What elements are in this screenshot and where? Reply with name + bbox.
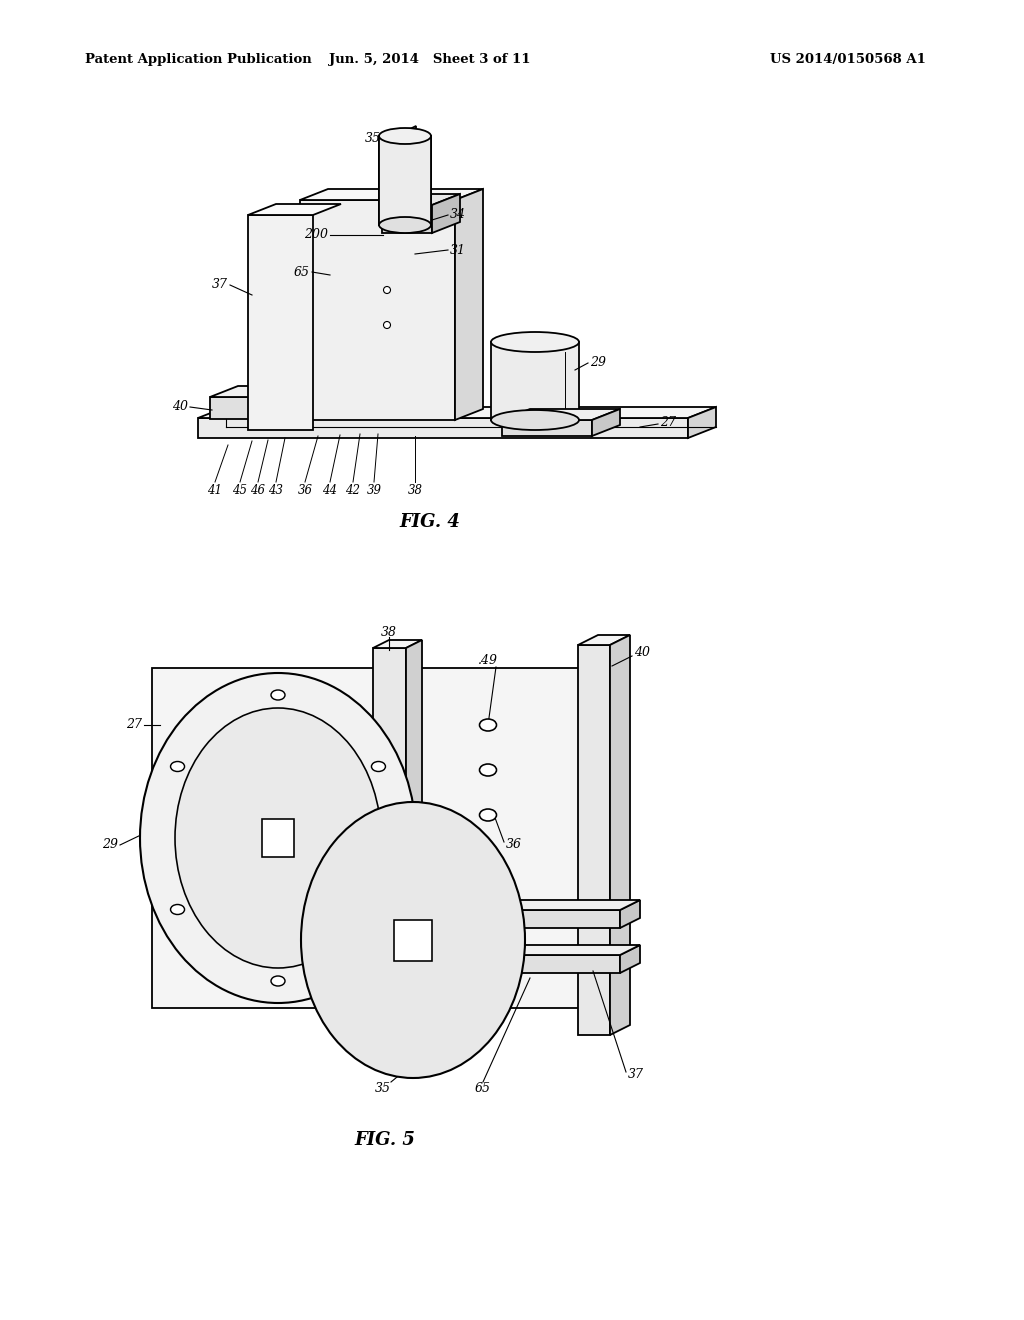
Ellipse shape bbox=[271, 690, 285, 700]
Ellipse shape bbox=[479, 899, 497, 911]
Polygon shape bbox=[392, 129, 408, 209]
Text: US 2014/0150568 A1: US 2014/0150568 A1 bbox=[770, 54, 926, 66]
Text: 42: 42 bbox=[345, 483, 360, 496]
Polygon shape bbox=[592, 409, 620, 436]
Bar bbox=[394, 920, 432, 961]
Text: 65: 65 bbox=[294, 265, 310, 279]
Polygon shape bbox=[490, 954, 620, 973]
Ellipse shape bbox=[372, 904, 385, 915]
Ellipse shape bbox=[372, 762, 385, 771]
Ellipse shape bbox=[479, 809, 497, 821]
Text: 36: 36 bbox=[506, 838, 522, 851]
Polygon shape bbox=[210, 385, 293, 397]
Polygon shape bbox=[198, 418, 688, 438]
Polygon shape bbox=[373, 640, 422, 648]
Text: 40: 40 bbox=[172, 400, 188, 413]
Ellipse shape bbox=[379, 216, 431, 234]
Bar bbox=[152, 668, 600, 1008]
Ellipse shape bbox=[490, 411, 579, 430]
Ellipse shape bbox=[379, 128, 431, 144]
Polygon shape bbox=[578, 635, 630, 645]
Text: Jun. 5, 2014   Sheet 3 of 11: Jun. 5, 2014 Sheet 3 of 11 bbox=[330, 54, 530, 66]
Polygon shape bbox=[408, 125, 416, 209]
Polygon shape bbox=[490, 900, 640, 909]
Text: 39: 39 bbox=[367, 483, 382, 496]
Text: 37: 37 bbox=[628, 1068, 644, 1081]
Bar bbox=[262, 818, 294, 857]
Text: 41: 41 bbox=[208, 483, 222, 496]
Text: 37: 37 bbox=[212, 279, 228, 292]
Text: 36: 36 bbox=[298, 483, 312, 496]
Ellipse shape bbox=[479, 764, 497, 776]
Text: 40: 40 bbox=[634, 645, 650, 659]
Ellipse shape bbox=[301, 803, 525, 1078]
Text: 200: 200 bbox=[304, 228, 328, 242]
Text: 46: 46 bbox=[251, 483, 265, 496]
Polygon shape bbox=[210, 397, 265, 418]
Polygon shape bbox=[490, 342, 579, 420]
Text: 65: 65 bbox=[475, 1081, 490, 1094]
Polygon shape bbox=[300, 201, 455, 420]
Text: 38: 38 bbox=[381, 626, 397, 639]
Ellipse shape bbox=[384, 322, 390, 329]
Polygon shape bbox=[620, 900, 640, 928]
Text: 31: 31 bbox=[450, 243, 466, 256]
Text: 43: 43 bbox=[268, 483, 284, 496]
Text: 27: 27 bbox=[126, 718, 142, 731]
Text: .49: .49 bbox=[478, 653, 498, 667]
Polygon shape bbox=[198, 407, 716, 418]
Text: FIG. 4: FIG. 4 bbox=[399, 513, 461, 531]
Ellipse shape bbox=[479, 719, 497, 731]
Text: 29: 29 bbox=[590, 356, 606, 370]
Ellipse shape bbox=[384, 286, 390, 293]
Ellipse shape bbox=[175, 708, 381, 968]
Ellipse shape bbox=[490, 333, 579, 352]
Polygon shape bbox=[379, 136, 431, 224]
Polygon shape bbox=[688, 407, 716, 438]
Ellipse shape bbox=[271, 975, 285, 986]
Ellipse shape bbox=[479, 854, 497, 866]
Text: 45: 45 bbox=[232, 483, 248, 496]
Polygon shape bbox=[406, 640, 422, 923]
Ellipse shape bbox=[140, 673, 416, 1003]
Polygon shape bbox=[382, 194, 460, 205]
Text: 44: 44 bbox=[323, 483, 338, 496]
Polygon shape bbox=[490, 945, 640, 954]
Text: 29: 29 bbox=[102, 838, 118, 851]
Polygon shape bbox=[502, 409, 620, 420]
Polygon shape bbox=[490, 909, 620, 928]
Text: FIG. 5: FIG. 5 bbox=[354, 1131, 416, 1148]
Polygon shape bbox=[300, 189, 483, 201]
Text: 35: 35 bbox=[365, 132, 381, 144]
Ellipse shape bbox=[171, 904, 184, 915]
Text: 38: 38 bbox=[408, 483, 423, 496]
Polygon shape bbox=[610, 635, 630, 1035]
Polygon shape bbox=[578, 645, 610, 1035]
Polygon shape bbox=[248, 205, 341, 215]
Polygon shape bbox=[373, 648, 406, 923]
Polygon shape bbox=[432, 194, 460, 234]
Polygon shape bbox=[502, 420, 592, 436]
Text: 35: 35 bbox=[375, 1081, 391, 1094]
Polygon shape bbox=[248, 215, 313, 430]
Polygon shape bbox=[620, 945, 640, 973]
Polygon shape bbox=[455, 189, 483, 420]
Polygon shape bbox=[382, 205, 432, 234]
Text: 27: 27 bbox=[660, 417, 676, 429]
Polygon shape bbox=[265, 385, 293, 418]
Ellipse shape bbox=[171, 762, 184, 771]
Text: 34: 34 bbox=[450, 209, 466, 222]
Text: Patent Application Publication: Patent Application Publication bbox=[85, 54, 311, 66]
